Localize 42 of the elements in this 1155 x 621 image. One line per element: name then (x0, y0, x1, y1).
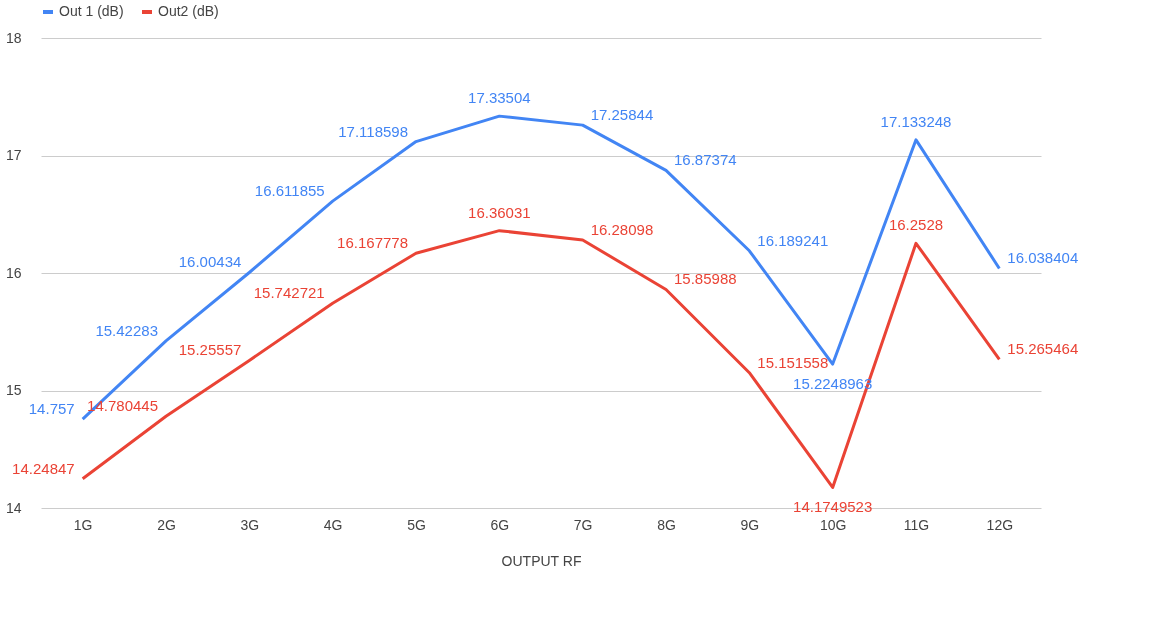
x-tick-label: 5G (407, 516, 426, 533)
x-tick-label: 10G (819, 516, 847, 533)
legend-label: Out 1 (dB) (59, 3, 124, 19)
y-tick-label: 17 (5, 147, 22, 163)
data-label: 16.36031 (468, 203, 531, 221)
x-axis-title: OUTPUT RF (501, 552, 582, 569)
x-tick-label: 11G (903, 516, 930, 533)
x-tick-label: 9G (740, 516, 760, 533)
data-label: 16.2528 (888, 216, 944, 234)
data-label: 17.25844 (590, 106, 654, 124)
x-tick-label: 6G (490, 516, 510, 533)
data-label: 16.28098 (590, 220, 654, 238)
legend-label: Out2 (dB) (158, 3, 219, 19)
data-label: 14.1749523 (793, 498, 873, 516)
data-label: 16.611855 (254, 182, 325, 200)
data-label: 15.85988 (674, 270, 737, 288)
data-label: 16.189241 (757, 231, 829, 249)
y-tick-label: 14 (5, 499, 22, 516)
x-tick-label: 7G (573, 516, 593, 533)
data-label: 16.00434 (178, 253, 242, 271)
y-tick-label: 16 (5, 264, 22, 281)
data-label: 17.133248 (880, 112, 952, 130)
data-label: 15.742721 (253, 284, 325, 302)
y-tick-label: 15 (5, 382, 22, 398)
data-label: 15.42283 (95, 321, 158, 339)
data-label: 17.33504 (468, 89, 531, 107)
x-tick-label: 12G (986, 516, 1014, 533)
data-label: 16.167778 (337, 234, 408, 252)
x-tick-label: 4G (323, 516, 343, 533)
data-label: 16.87374 (674, 151, 737, 169)
x-tick-label: 8G (657, 516, 676, 533)
y-tick-label: 18 (5, 29, 22, 46)
data-label: 15.25557 (178, 341, 242, 359)
data-label: 16.038404 (1007, 249, 1079, 267)
data-label: 15.265464 (1007, 340, 1079, 358)
data-label: 14.24847 (12, 459, 75, 477)
data-label: 15.151558 (757, 353, 829, 371)
x-tick-label: 2G (157, 516, 176, 533)
x-tick-label: 3G (240, 516, 260, 533)
data-label: 17.118598 (338, 122, 408, 140)
data-label: 14.757 (28, 400, 75, 418)
x-tick-label: 1G (73, 516, 93, 533)
